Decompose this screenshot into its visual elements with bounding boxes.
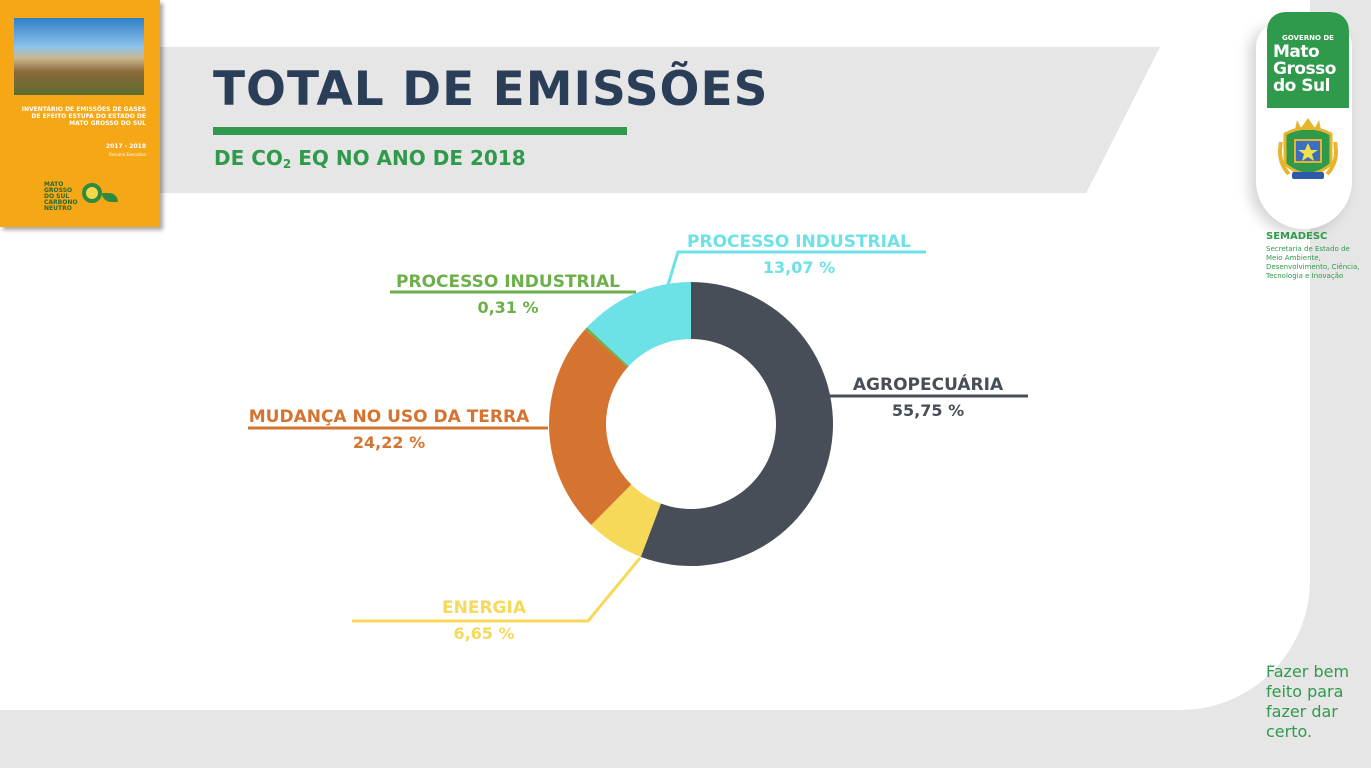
label-processo-industrial-small: PROCESSO INDUSTRIAL 0,31 % (388, 272, 628, 317)
label-mudanca-uso-terra: MUDANÇA NO USO DA TERRA 24,22 % (239, 407, 539, 452)
slice-percent: 13,07 % (762, 258, 836, 277)
leaf-icon (102, 193, 118, 202)
report-cover: INVENTÁRIO DE EMISSÕES DE GASES DE EFEIT… (0, 0, 160, 227)
gov-badge: GOVERNO DE Mato Grosso do Sul (1267, 12, 1349, 200)
donut-slice-2 (549, 329, 632, 526)
cover-photo (14, 18, 144, 95)
title-band (150, 47, 1160, 193)
label-agropecuaria: AGROPECUÁRIA 55,75 % (848, 375, 1008, 420)
carbono-neutro-icon (82, 183, 102, 203)
subtitle-subscript: 2 (282, 157, 292, 171)
leader-line-4 (662, 250, 926, 299)
slice-percent: 55,75 % (891, 401, 965, 420)
gov-label: GOVERNO DE (1282, 34, 1334, 42)
slice-category: ENERGIA (442, 598, 526, 618)
state-crest-icon (1278, 118, 1338, 179)
agency-name: SEMADESC (1266, 231, 1328, 242)
cover-note: Resumo Executivo (109, 152, 146, 157)
carbono-neutro-logo-text: MATO GROSSO DO SUL CARBONO NEUTRO (44, 181, 78, 212)
cover-years: 2017 - 2018 (105, 143, 146, 150)
slice-percent: 0,31 % (477, 298, 539, 317)
page-title: TOTAL DE EMISSÕES (213, 62, 769, 117)
subtitle-suffix: EQ NO ANO DE 2018 (291, 146, 526, 170)
slice-category: PROCESSO INDUSTRIAL (396, 272, 620, 292)
donut-slice-0 (640, 282, 834, 566)
page-subtitle: DE CO2 EQ NO ANO DE 2018 (214, 146, 526, 171)
label-processo-industrial-large: PROCESSO INDUSTRIAL 13,07 % (679, 232, 919, 277)
donut-slice-4 (587, 282, 691, 367)
gov-state-name: Mato Grosso do Sul (1273, 42, 1336, 96)
slice-category: AGROPECUÁRIA (852, 375, 1004, 395)
donut-slice-3 (585, 327, 629, 368)
slice-percent: 6,65 % (453, 624, 515, 643)
subtitle-prefix: DE CO (214, 146, 283, 170)
slice-category: PROCESSO INDUSTRIAL (687, 232, 911, 252)
leader-line-1 (352, 557, 642, 623)
title-underline (213, 127, 627, 135)
donut-slice-1 (591, 484, 661, 557)
slogan: Fazer bem feito para fazer dar certo. (1266, 662, 1350, 741)
slice-percent: 24,22 % (352, 433, 426, 452)
cover-heading: INVENTÁRIO DE EMISSÕES DE GASES DE EFEIT… (21, 106, 146, 127)
gov-badge-header: GOVERNO DE Mato Grosso do Sul (1267, 12, 1349, 108)
slice-category: MUDANÇA NO USO DA TERRA (248, 407, 530, 427)
label-energia: ENERGIA 6,65 % (424, 598, 544, 643)
agency-description: Secretaria de Estado de Meio Ambiente, D… (1266, 245, 1360, 280)
